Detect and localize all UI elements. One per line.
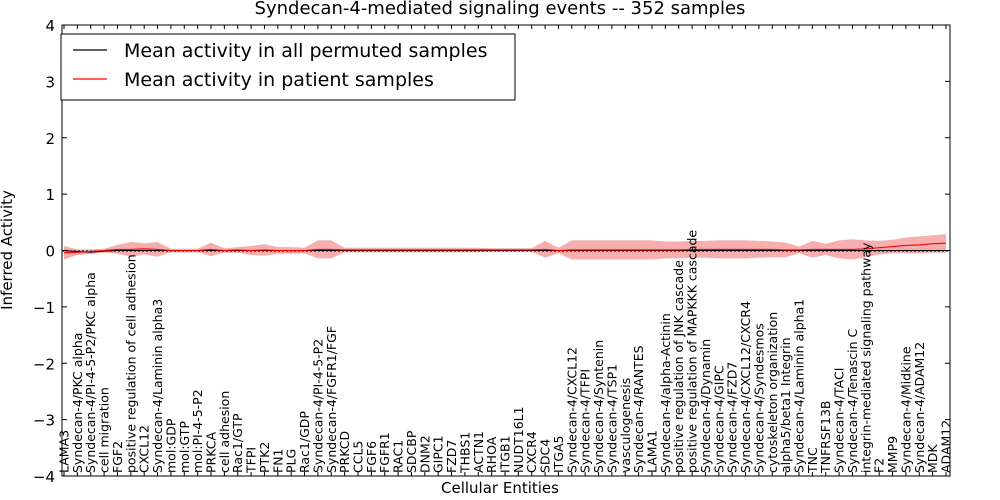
x-tick-label: mol:GTP [177, 421, 192, 473]
y-tick-label: 0 [45, 243, 55, 261]
x-tick-label: Syndecan-4/TACI [832, 368, 847, 473]
x-tick-label: Syndecan-4/FGFR1/FGF [324, 326, 339, 473]
x-tick-label: ITGB1 [498, 435, 513, 473]
x-tick-label: Syndecan-4/TFPI [578, 369, 593, 473]
x-tick-label: Syndecan-4/Syndesmos [751, 323, 766, 473]
y-tick-label: 2 [45, 130, 55, 148]
x-tick-label: LAMA3 [57, 430, 72, 473]
x-tick-label: MDK [925, 444, 940, 473]
x-tick-label: cytoskeleton organization [765, 312, 780, 473]
x-tick-label: Syndecan-4/FZD7 [725, 362, 740, 473]
legend-label-permuted: Mean activity in all permuted samples [124, 40, 487, 62]
x-tick-label: ACTN1 [471, 431, 486, 473]
x-tick-label: RHOA [484, 436, 499, 473]
x-axis-label: Cellular Entities [441, 479, 559, 497]
y-tick-label: −2 [33, 355, 55, 373]
x-tick-label: NUDT16L1 [511, 406, 526, 473]
x-tick-label: SDCBP [404, 430, 419, 473]
x-tick-label: Syndecan-4/Tenascin C [845, 328, 860, 473]
x-tick-label: LAMA1 [645, 430, 660, 473]
x-tick-label: Syndecan-4/PKC alpha [70, 333, 85, 473]
x-tick-label: Syndecan-4/PI-4-5-P2/PKC alpha [83, 272, 98, 473]
x-tick-label: FGFR1 [377, 432, 392, 473]
y-tick-label: −3 [33, 412, 55, 430]
x-tick-label: positive regulation of MAPKKK cascade [685, 230, 700, 473]
x-tick-label: TNFRSF13B [818, 401, 833, 474]
series-line-patient [63, 242, 947, 254]
x-tick-label: alpha5/beta1 Integrin [778, 337, 793, 473]
x-tick-label: Syndecan-4/CXCL12/CXCR4 [738, 301, 753, 473]
x-tick-label: Syndecan-4/Syntenin [591, 340, 606, 473]
x-tick-label: TNC [805, 447, 820, 474]
x-tick-label: Syndecan-4/Dynamin [698, 339, 713, 473]
x-tick-label: CXCR4 [524, 431, 539, 473]
x-tick-label: vasculogenesis [618, 378, 633, 473]
legend-box [60, 33, 516, 101]
x-tick-label: Syndecan-4/Laminin alpha3 [150, 299, 165, 473]
x-tick-label: FN1 [270, 449, 285, 474]
x-tick-label: Syndecan-4/GIPC [711, 365, 726, 473]
x-tick-label: PRKCA [204, 432, 219, 473]
x-tick-label: THBS1 [457, 432, 472, 474]
x-tick-label: FGF2 [110, 441, 125, 473]
x-tick-label: Syndecan-4/Laminin alpha1 [792, 299, 807, 473]
x-tick-label: FGF6 [364, 441, 379, 473]
x-tick-label: DNM2 [417, 435, 432, 473]
x-tick-label: positive regulation of cell adhesion [123, 254, 138, 473]
x-tick-label: cell migration [97, 387, 112, 473]
x-tick-label: RAC1 [391, 440, 406, 473]
x-tick-label: mol:PI-4-5-P2 [190, 389, 205, 473]
series-line-permuted [63, 249, 946, 253]
x-tick-label: MMP9 [885, 436, 900, 473]
y-tick-label: 3 [45, 73, 55, 91]
x-tick-label: integrin-mediated signaling pathway [858, 242, 873, 473]
x-tick-label: GIPC1 [431, 435, 446, 473]
x-tick-label: FZD7 [444, 440, 459, 473]
x-tick-label: Syndecan-4/ADAM12 [912, 342, 927, 473]
x-tick-label: mol:GDP [163, 418, 178, 473]
x-tick-label: PRKCD [337, 431, 352, 473]
y-tick-label: 1 [45, 186, 55, 204]
band-patient [64, 234, 946, 260]
x-tick-label: Syndecan-4/CXCL12 [564, 347, 579, 473]
chart-title: Syndecan-4-mediated signaling events -- … [255, 0, 746, 19]
x-tick-label: Rac1/GTP [230, 413, 245, 473]
x-tick-label: Syndecan-4/RANTES [631, 345, 646, 473]
legend-label-patient: Mean activity in patient samples [124, 69, 434, 91]
x-tick-label: TFPI [244, 447, 259, 474]
x-tick-label: CCL5 [351, 441, 366, 473]
x-tick-label: Syndecan-4/alpha-Actinin [658, 313, 673, 473]
y-axis-label: Inferred Activity [0, 190, 16, 310]
x-tick-label: ADAM12 [939, 420, 954, 473]
x-tick-label: Syndecan-4/Midkine [898, 346, 913, 473]
y-tick-label: 4 [45, 17, 55, 35]
y-axis-ticks: 4 3 2 1 0 −1 −2 −3 −4 [33, 17, 950, 486]
x-tick-label: PLG [284, 449, 299, 473]
x-tick-label: ITGA5 [551, 435, 566, 473]
x-tick-label: PTK2 [257, 442, 272, 473]
series-lines [63, 242, 947, 254]
x-tick-label: Rac1/GDP [297, 411, 312, 473]
x-tick-label: cell adhesion [217, 391, 232, 473]
y-tick-label: −1 [33, 299, 55, 317]
x-tick-label: F2 [872, 458, 887, 473]
x-tick-label: Syndecan-4/PI-4-5-P2 [310, 339, 325, 473]
x-tick-label: SDC4 [538, 439, 553, 473]
legend: Mean activity in all permuted samples Me… [60, 33, 516, 101]
confidence-bands [64, 234, 946, 260]
x-tick-label: Syndecan-4/TSP1 [604, 364, 619, 473]
y-tick-label: −4 [33, 468, 55, 486]
x-tick-label: positive regulation of JNK cascade [671, 260, 686, 473]
x-tick-label: CXCL12 [137, 425, 152, 473]
